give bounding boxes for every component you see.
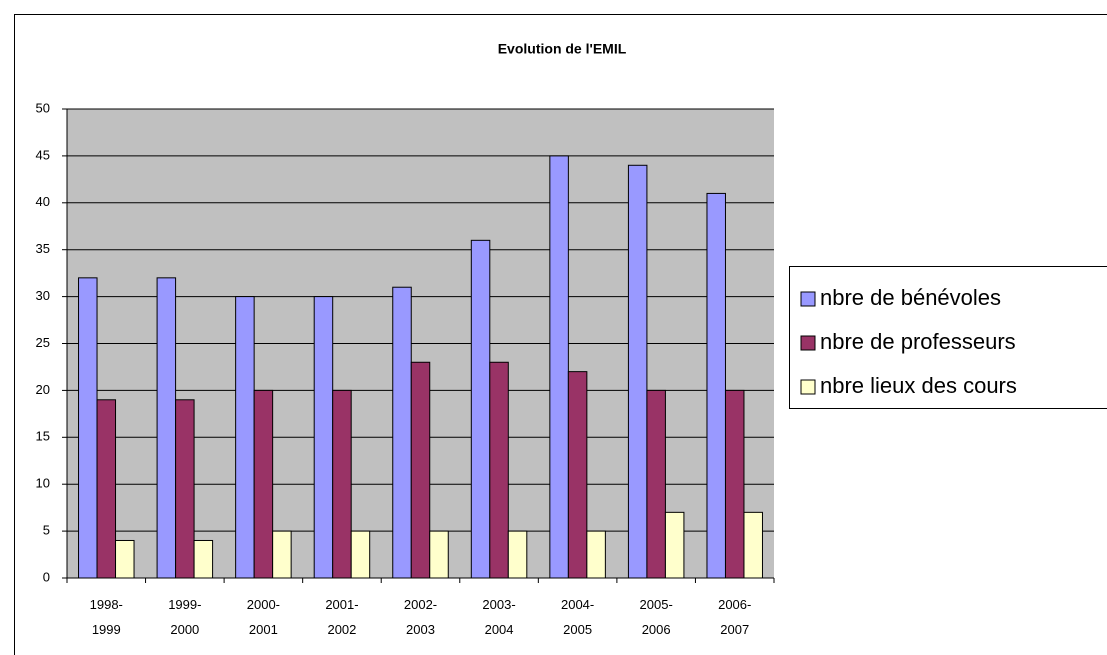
x-tick-label: 1999-2000 — [168, 597, 201, 637]
x-tick-label: 2004-2005 — [561, 597, 594, 637]
legend-swatch — [800, 291, 816, 307]
bar — [646, 389, 666, 579]
legend-box — [789, 266, 1107, 409]
bar — [743, 511, 763, 579]
bar — [567, 371, 588, 579]
y-tick-label: 30 — [36, 288, 50, 303]
bar — [470, 239, 491, 579]
y-tick-label: 15 — [36, 429, 50, 444]
bar — [627, 164, 648, 579]
bar — [193, 539, 214, 579]
x-tick-label: 2003-2004 — [482, 597, 515, 637]
bar — [410, 361, 431, 579]
bar — [350, 530, 371, 579]
legend-label: nbre de professeurs — [820, 329, 1016, 354]
y-tick-label: 25 — [36, 335, 50, 350]
bar — [313, 296, 334, 579]
bar — [332, 389, 352, 579]
bar — [489, 361, 509, 579]
bar — [706, 192, 726, 579]
legend-swatch — [800, 335, 816, 351]
y-tick-label: 0 — [43, 569, 50, 584]
x-tick-label: 2000-2001 — [247, 597, 280, 637]
y-tick-label: 5 — [43, 523, 50, 538]
y-tick-label: 50 — [36, 100, 50, 115]
bar — [586, 530, 606, 579]
bar — [115, 539, 135, 579]
bar — [429, 530, 449, 579]
x-tick-label: 1998-1999 — [90, 597, 123, 637]
bar — [272, 530, 292, 579]
y-tick-label: 20 — [36, 382, 50, 397]
x-tick-label: 2001-2002 — [325, 597, 358, 637]
x-tick-label: 2006-2007 — [718, 597, 751, 637]
chart-title: Evolution de l'EMIL — [498, 41, 627, 57]
bar — [392, 286, 412, 579]
legend-swatch — [800, 379, 816, 395]
bar — [156, 277, 177, 579]
legend-label: nbre lieux des cours — [820, 373, 1017, 398]
y-tick-label: 35 — [36, 241, 50, 256]
bar — [253, 389, 274, 579]
y-tick-label: 10 — [36, 476, 50, 491]
bar — [96, 399, 117, 579]
bar — [549, 155, 569, 579]
y-tick-label: 40 — [36, 194, 50, 209]
y-tick-label: 45 — [36, 147, 50, 162]
bar — [235, 296, 255, 579]
bar — [724, 389, 745, 579]
bar — [664, 511, 685, 579]
x-tick-label: 2002-2003 — [404, 597, 437, 637]
legend-label: nbre de bénévoles — [820, 285, 1001, 310]
bar — [175, 399, 195, 579]
x-tick-label: 2005-2006 — [640, 597, 673, 637]
bar — [507, 530, 528, 579]
bar — [78, 277, 98, 579]
